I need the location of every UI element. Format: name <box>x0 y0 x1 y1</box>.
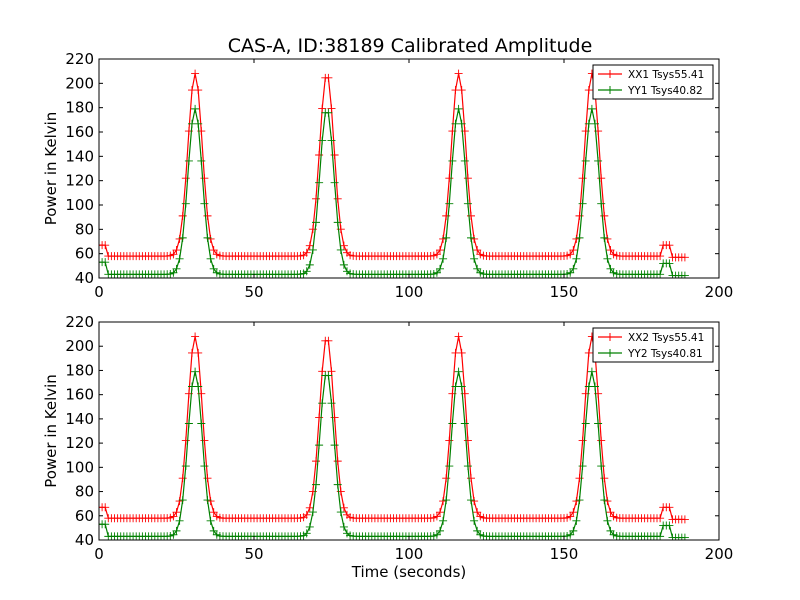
y-tick-label: 120 <box>65 434 94 452</box>
y-tick-label: 220 <box>65 313 94 331</box>
legend-entry: YY2 Tsys40.81 <box>627 348 703 360</box>
x-tick-label: 100 <box>395 545 424 563</box>
y-tick-label: 220 <box>65 50 94 68</box>
series-markers <box>99 104 689 278</box>
y-tick-label: 200 <box>65 337 94 355</box>
top-subplot: 0 50 100 150 200 40 60 80 100 120 140 160 180 200 220 P… <box>42 50 733 301</box>
bottom-subplot: 0 50 100 150 200 40 60 80 100 120 140 160 180 200 220 P… <box>42 313 733 581</box>
y-tick-label: 40 <box>75 531 94 549</box>
y-tick-label: 60 <box>75 245 94 263</box>
y-tick-label: 40 <box>75 269 94 287</box>
series-group <box>99 69 689 278</box>
x-tick-label: 50 <box>244 283 263 301</box>
x-tick-label: 150 <box>550 545 579 563</box>
legend-entry: YY1 Tsys40.82 <box>627 85 703 97</box>
legend-box <box>592 327 714 363</box>
y-tick-label: 100 <box>65 458 94 476</box>
y-tick-label: 140 <box>65 410 94 428</box>
y-axis-label: Power in Kelvin <box>42 112 60 226</box>
x-tick-label: 50 <box>244 545 263 563</box>
legend: XX2 Tsys55.41 YY2 Tsys40.81 <box>592 327 714 363</box>
legend-box <box>592 64 714 100</box>
x-tick-label: 150 <box>550 283 579 301</box>
y-axis-label: Power in Kelvin <box>42 374 60 488</box>
series-group <box>99 332 689 540</box>
x-tick-label: 0 <box>94 545 104 563</box>
y-tick-label: 60 <box>75 507 94 525</box>
y-tick-label: 160 <box>65 123 94 141</box>
y-tick-label: 160 <box>65 386 94 404</box>
y-tick-label: 120 <box>65 172 94 190</box>
y-tick-label: 180 <box>65 99 94 117</box>
x-tick-label: 200 <box>705 545 734 563</box>
legend-marker <box>606 86 614 94</box>
series-markers <box>99 367 689 540</box>
y-tick-label: 200 <box>65 74 94 92</box>
x-axis-label: Time (seconds) <box>351 563 467 581</box>
legend-entry: XX2 Tsys55.41 <box>628 332 704 344</box>
y-tick-label: 100 <box>65 196 94 214</box>
y-tick-label: 180 <box>65 361 94 379</box>
y-tick-label: 80 <box>75 483 94 501</box>
series-markers <box>99 332 689 524</box>
x-tick-label: 200 <box>705 283 734 301</box>
series-markers <box>99 69 689 262</box>
y-tick-label: 140 <box>65 147 94 165</box>
legend-marker <box>606 70 614 78</box>
x-tick-label: 100 <box>395 283 424 301</box>
legend-marker <box>606 333 614 341</box>
figure-title: CAS-A, ID:38189 Calibrated Amplitude <box>228 35 593 57</box>
legend-marker <box>606 349 614 357</box>
x-tick-label: 0 <box>94 283 104 301</box>
legend-entry: XX1 Tsys55.41 <box>628 69 704 81</box>
legend: XX1 Tsys55.41 YY1 Tsys40.82 <box>592 64 714 100</box>
y-tick-label: 80 <box>75 220 94 238</box>
